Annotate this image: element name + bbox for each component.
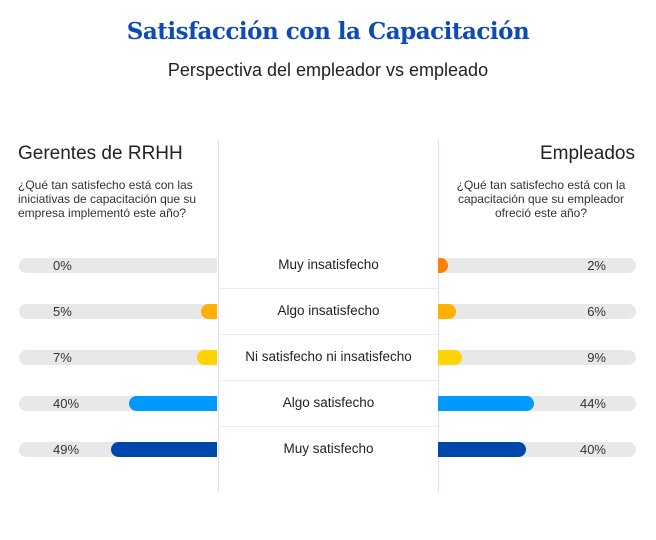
row-separator <box>219 380 438 381</box>
employee-value-label: 44% <box>579 396 606 411</box>
employee-value-label: 2% <box>587 258 606 273</box>
hr-value-label: 40% <box>53 396 80 411</box>
row-separator <box>219 334 438 335</box>
employee-bar-track: 9% <box>438 350 636 365</box>
hr-bar <box>110 442 217 457</box>
hr-bar-track: 5% <box>19 304 217 319</box>
employee-bar-track: 6% <box>438 304 636 319</box>
employee-value-label: 9% <box>587 350 606 365</box>
employee-bar <box>438 442 526 457</box>
row-separator <box>219 288 438 289</box>
employee-bar-track: 2% <box>438 258 636 273</box>
hr-bar-track: 40% <box>19 396 217 411</box>
employee-bar-track: 44% <box>438 396 636 411</box>
hr-bar-track: 49% <box>19 442 217 457</box>
right-question: ¿Qué tan satisfecho está con la capacita… <box>456 178 626 220</box>
category-label: Muy satisfecho <box>283 441 374 456</box>
employee-value-label: 40% <box>579 442 606 457</box>
employee-bar <box>438 350 463 365</box>
hr-value-label: 49% <box>53 442 80 457</box>
hr-bar-track: 0% <box>19 258 217 273</box>
hr-value-label: 5% <box>53 304 72 319</box>
chart-subtitle: Perspectiva del empleador vs empleado <box>167 60 489 80</box>
category-label: Algo insatisfecho <box>277 303 380 318</box>
chart-title: Satisfacción con la Capacitación <box>126 18 530 45</box>
employee-bar <box>438 258 449 273</box>
hr-bar <box>196 350 217 365</box>
hr-bar <box>129 396 217 411</box>
left-question: ¿Qué tan satisfecho está con las iniciat… <box>18 178 197 220</box>
employee-bar-track: 40% <box>438 442 636 457</box>
left-divider <box>218 140 219 492</box>
left-series-title: Gerentes de RRHH <box>18 143 183 164</box>
category-label: Muy insatisfecho <box>278 257 379 272</box>
hr-value-label: 7% <box>53 350 72 365</box>
category-label: Ni satisfecho ni insatisfecho <box>245 349 412 364</box>
hr-bar-track: 7% <box>19 350 217 365</box>
row-separator <box>219 426 438 427</box>
employee-bar <box>438 396 535 411</box>
category-label: Algo satisfecho <box>282 395 375 410</box>
employee-bar <box>438 304 457 319</box>
employee-value-label: 6% <box>587 304 606 319</box>
hr-value-label: 0% <box>53 258 72 273</box>
hr-bar <box>200 304 217 319</box>
right-series-title: Empleados <box>539 143 635 164</box>
